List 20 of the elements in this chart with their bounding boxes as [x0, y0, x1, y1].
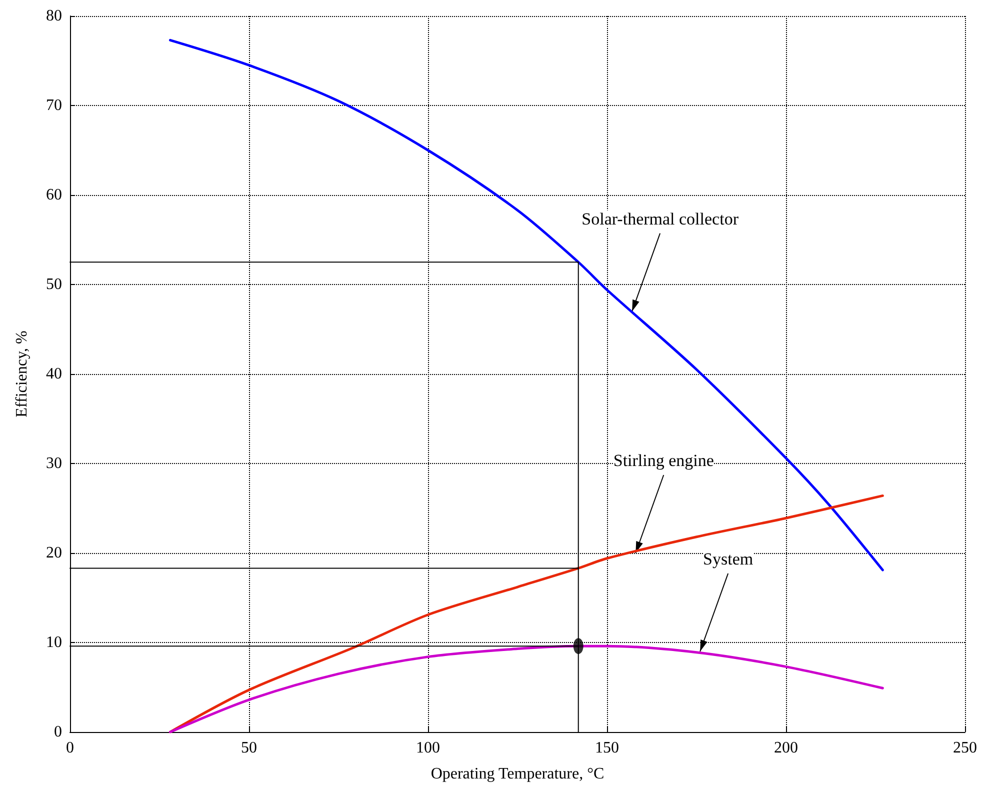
annotation: Stirling engine: [613, 451, 714, 470]
y-tick-label: 0: [54, 724, 62, 740]
x-tick-label: 100: [416, 740, 440, 756]
y-tick-label: 80: [46, 8, 62, 24]
y-tick-label: 10: [46, 634, 62, 651]
y-axis-title: Efficiency, %: [14, 330, 30, 418]
y-tick-label: 60: [46, 186, 62, 204]
y-tick-label: 20: [46, 544, 62, 562]
annotation: Solar-thermal collector: [582, 209, 739, 228]
x-axis-title: Operating Temperature, °C: [430, 766, 604, 782]
x-tick-label: 0: [66, 740, 74, 756]
x-tick-label: 200: [774, 740, 798, 756]
y-tick-label: 30: [46, 455, 62, 472]
x-tick-label: 250: [953, 740, 977, 756]
annotation: System: [703, 549, 754, 568]
y-tick-label: 40: [46, 366, 62, 382]
y-tick-label: 70: [46, 97, 62, 114]
x-tick-label: 50: [241, 740, 257, 756]
x-tick-label: 150: [595, 740, 619, 756]
y-tick-label: 50: [46, 276, 62, 293]
